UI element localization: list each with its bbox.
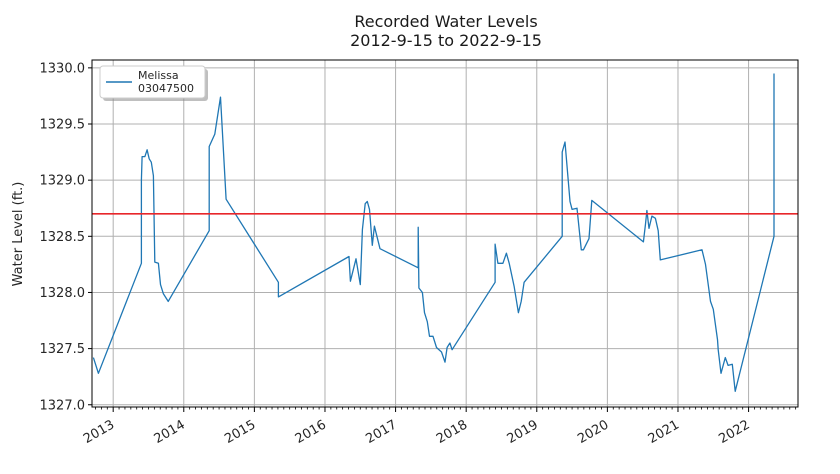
x-tick-label: 2020: [575, 417, 611, 447]
series-layer: [92, 73, 775, 392]
legend-label-line-2: 03047500: [138, 82, 194, 95]
legend-label-line-1: Melissa: [138, 69, 179, 82]
series-line-melissa: [92, 73, 775, 392]
x-tick-label: 2022: [716, 417, 752, 447]
x-tick-label: 2013: [81, 417, 117, 447]
y-tick-label: 1329.0: [40, 174, 86, 189]
grid-lines: [92, 60, 798, 407]
x-tick-label: 2017: [363, 417, 399, 447]
y-tick-label: 1327.5: [40, 342, 86, 357]
y-axis-label: Water Level (ft.): [11, 182, 26, 287]
chart-subtitle: 2012-9-15 to 2022-9-15: [350, 31, 542, 50]
x-tick-label: 2016: [293, 417, 329, 447]
x-tick-label: 2019: [505, 417, 541, 447]
y-axis: 1327.0 1327.5 1328.0 1328.5 1329.0 1329.5 1330…: [40, 61, 92, 413]
legend-box: [99, 65, 206, 99]
legend[interactable]: Melissa 03047500: [99, 65, 208, 101]
x-axis: 2013 2014 2015 2016 2017 2018 2019 2020 2021 2022: [81, 407, 797, 447]
y-tick-label: 1329.5: [40, 118, 86, 133]
y-tick-label: 1327.0: [40, 398, 86, 413]
x-tick-label: 2015: [222, 417, 258, 447]
plot-frame: [91, 59, 799, 408]
x-tick-label: 2014: [152, 417, 188, 447]
y-tick-label: 1328.0: [40, 286, 86, 301]
chart-title: Recorded Water Levels: [354, 12, 537, 31]
x-tick-label: 2018: [434, 417, 470, 447]
y-tick-label: 1328.5: [40, 230, 86, 245]
x-tick-label: 2021: [646, 417, 682, 447]
y-tick-label: 1330.0: [40, 61, 86, 76]
